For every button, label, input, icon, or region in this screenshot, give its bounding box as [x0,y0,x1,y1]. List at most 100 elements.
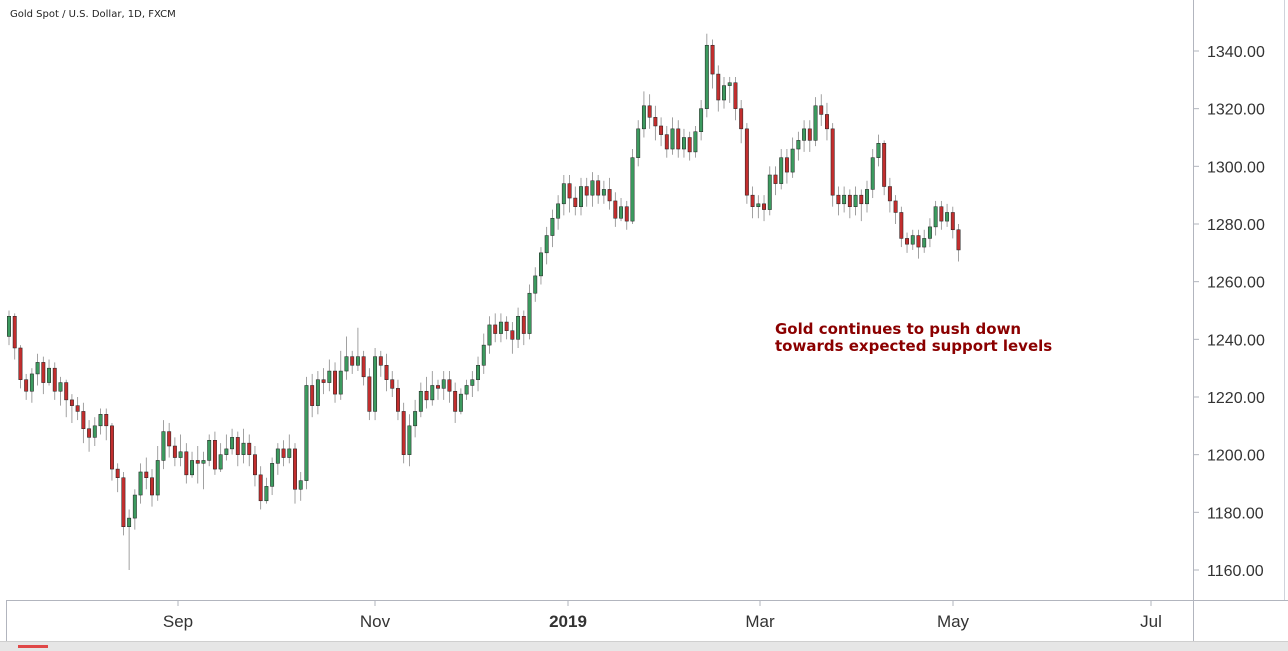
candle-body [722,85,726,101]
candle [418,382,423,418]
candle [790,137,795,178]
candle-body [739,108,744,130]
candle [110,422,114,481]
candle [24,373,29,400]
candle-body [573,197,578,207]
candle-body [418,390,423,412]
candle [241,428,246,464]
candle-body [98,414,103,427]
time-tick-label: Mar [745,612,775,631]
price-tick-label: 1240.00 [1207,332,1265,349]
candle-body [819,105,824,115]
candle [121,471,126,536]
candle [710,39,715,89]
candle-body [327,370,332,383]
scrollbar-thumb[interactable] [18,645,48,648]
candle [441,371,446,400]
candle-body [905,238,909,245]
candle-body [876,143,881,158]
candle-body [344,356,349,372]
candle [470,371,475,397]
candle [161,420,166,470]
candle-body [201,460,206,464]
candle [81,402,86,444]
candle-body [184,451,189,476]
candle-body [338,370,343,395]
candle-body [195,460,200,464]
candle-body [172,445,177,458]
candle [132,489,137,530]
candle [253,446,257,487]
candle [350,350,355,374]
candle [407,414,412,467]
time-axis[interactable] [7,601,1193,641]
candle-body [636,128,641,158]
candle-body [264,486,269,502]
candle-body [493,324,498,334]
candle-body [859,194,864,205]
candle-body [315,379,320,406]
candle [733,76,738,121]
candle [773,166,778,196]
candle-body [155,460,160,496]
candle [293,443,297,504]
candle-body [132,494,137,519]
candle [424,376,429,409]
candle [933,200,938,236]
candle-body [670,128,675,150]
candle [722,76,726,109]
candle [458,388,463,415]
horizontal-scrollbar[interactable] [0,641,1288,651]
candle [910,229,915,250]
candle-body [321,379,326,383]
candle-body [561,183,566,205]
candle [613,192,618,227]
candle-body [550,217,555,236]
candle-body [619,206,623,219]
candle-body [224,448,229,455]
candle [87,420,92,452]
candle [487,316,492,354]
candle-body [367,376,372,412]
candle-body [899,212,904,239]
candle [779,149,784,190]
price-axis[interactable] [1195,0,1288,600]
candle-body [956,229,961,251]
candle [264,477,269,504]
candle-body [58,382,63,392]
chart-title: Gold Spot / U.S. Dollar, 1D, FXCM [10,9,176,20]
candle-body [802,128,807,141]
candle-body [481,344,486,366]
candle [333,362,337,403]
candle [281,440,286,467]
candle-body [647,105,652,118]
candle-body [350,356,355,366]
candle [367,368,372,421]
candle-body [710,44,715,75]
candle-body [527,292,532,334]
candle [607,177,612,210]
candle [64,379,69,418]
candle-body [750,194,755,207]
candle-body [779,157,784,184]
candle-body [230,437,235,450]
candle [413,399,418,438]
candle-body [361,356,366,378]
candle [550,209,555,248]
candle-body [138,471,143,496]
candle-body [836,194,841,205]
candle-body [533,275,538,294]
candle-body [190,460,194,476]
candle [167,422,172,458]
candle [41,356,46,395]
candle-body [516,316,521,340]
candle [315,371,320,415]
candle [590,172,595,207]
candle-body [413,411,418,427]
candle [184,443,189,484]
candle [762,195,766,222]
candle [178,434,183,467]
candle [430,371,435,406]
candle [7,310,11,346]
